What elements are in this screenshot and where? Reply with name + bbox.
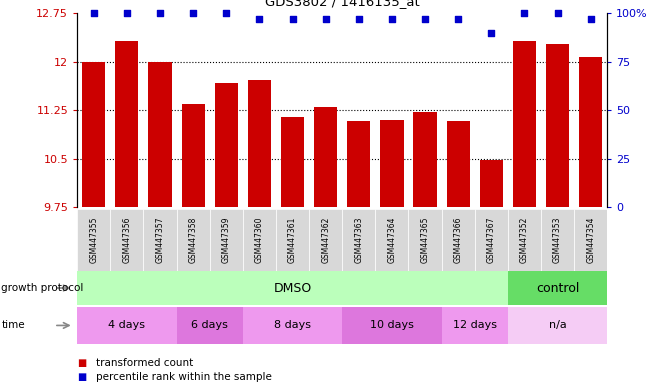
Text: growth protocol: growth protocol <box>1 283 84 293</box>
Bar <box>110 209 144 271</box>
Bar <box>447 121 470 207</box>
Text: GSM447357: GSM447357 <box>156 217 164 263</box>
Point <box>154 10 165 17</box>
Bar <box>347 121 370 207</box>
Text: 12 days: 12 days <box>453 320 497 331</box>
Bar <box>342 307 442 344</box>
Text: GSM447362: GSM447362 <box>321 217 330 263</box>
Text: GDS3802 / 1416135_at: GDS3802 / 1416135_at <box>265 0 419 8</box>
Text: GSM447367: GSM447367 <box>486 217 496 263</box>
Bar <box>77 271 508 305</box>
Text: 4 days: 4 days <box>108 320 146 331</box>
Text: time: time <box>1 320 25 331</box>
Text: GSM447365: GSM447365 <box>421 217 429 263</box>
Point <box>254 16 265 22</box>
Bar <box>243 307 342 344</box>
Point <box>486 30 497 36</box>
Text: GSM447363: GSM447363 <box>354 217 363 263</box>
Text: GSM447361: GSM447361 <box>288 217 297 263</box>
Text: GSM447352: GSM447352 <box>520 217 529 263</box>
Bar <box>442 209 475 271</box>
Point <box>453 16 464 22</box>
Bar <box>77 209 110 271</box>
Point <box>287 16 298 22</box>
Point <box>354 16 364 22</box>
Point <box>519 10 530 17</box>
Bar <box>409 209 442 271</box>
Bar <box>579 57 603 207</box>
Text: GSM447353: GSM447353 <box>553 217 562 263</box>
Text: ■: ■ <box>77 358 87 368</box>
Point <box>221 10 231 17</box>
Bar <box>574 209 607 271</box>
Text: 8 days: 8 days <box>274 320 311 331</box>
Bar <box>144 209 176 271</box>
Bar <box>546 44 569 207</box>
Text: 10 days: 10 days <box>370 320 414 331</box>
Text: GSM447358: GSM447358 <box>189 217 198 263</box>
Bar <box>375 209 409 271</box>
Bar <box>380 120 403 207</box>
Bar <box>480 160 503 207</box>
Point <box>419 16 430 22</box>
Point <box>188 10 199 17</box>
Text: GSM447355: GSM447355 <box>89 217 98 263</box>
Bar <box>176 209 210 271</box>
Bar <box>176 307 243 344</box>
Point <box>386 16 397 22</box>
Bar <box>513 41 536 207</box>
Bar <box>541 209 574 271</box>
Text: transformed count: transformed count <box>96 358 193 368</box>
Bar <box>508 271 607 305</box>
Bar <box>508 307 607 344</box>
Bar <box>309 209 342 271</box>
Point <box>585 16 596 22</box>
Bar <box>475 209 508 271</box>
Bar <box>248 80 271 207</box>
Text: GSM447360: GSM447360 <box>255 217 264 263</box>
Text: DMSO: DMSO <box>273 281 311 295</box>
Bar <box>148 62 172 207</box>
Point <box>552 10 563 17</box>
Text: percentile rank within the sample: percentile rank within the sample <box>96 372 272 382</box>
Bar <box>342 209 375 271</box>
Text: ■: ■ <box>77 372 87 382</box>
Bar <box>442 307 508 344</box>
Bar <box>215 83 238 207</box>
Bar <box>276 209 309 271</box>
Bar <box>182 104 205 207</box>
Bar <box>413 113 437 207</box>
Bar <box>209 209 243 271</box>
Bar <box>82 62 105 207</box>
Bar <box>314 107 338 207</box>
Bar <box>115 41 138 207</box>
Bar <box>281 117 304 207</box>
Text: 6 days: 6 days <box>191 320 228 331</box>
Text: n/a: n/a <box>549 320 566 331</box>
Text: control: control <box>536 281 579 295</box>
Point <box>89 10 99 17</box>
Text: GSM447359: GSM447359 <box>221 217 231 263</box>
Bar <box>508 209 541 271</box>
Text: GSM447356: GSM447356 <box>122 217 132 263</box>
Text: GSM447354: GSM447354 <box>586 217 595 263</box>
Bar <box>77 307 176 344</box>
Text: GSM447366: GSM447366 <box>454 217 463 263</box>
Point <box>121 10 132 17</box>
Point <box>320 16 331 22</box>
Text: GSM447364: GSM447364 <box>387 217 397 263</box>
Bar <box>243 209 276 271</box>
